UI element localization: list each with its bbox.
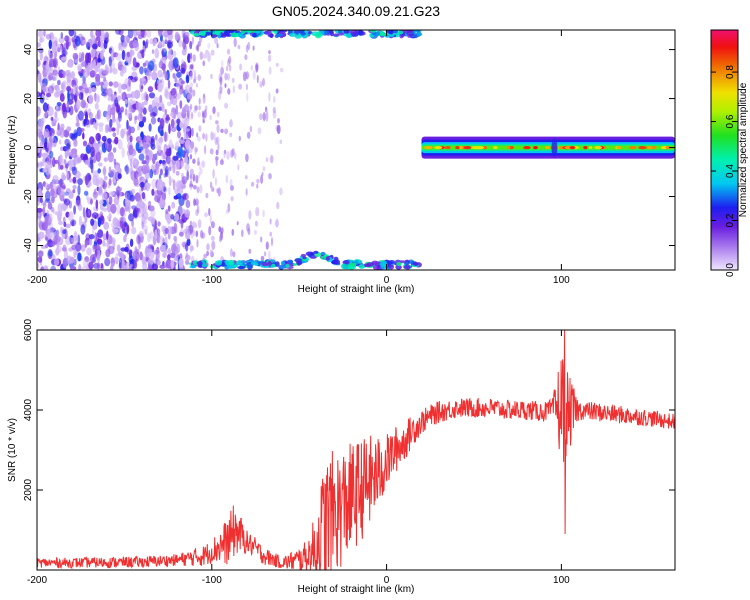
x-tick-label: -100 — [202, 575, 222, 586]
y-tick-label: -40 — [23, 238, 34, 253]
colorbar-axis: 0.0 0.2 0.4 0.6 0.8 — [711, 65, 738, 277]
x-tick-label: 0 — [384, 575, 390, 586]
x-tick-label: 0 — [384, 275, 390, 286]
x-tick-label: -100 — [202, 275, 222, 286]
x-tick-label: -200 — [27, 575, 47, 586]
colorbar-label: Normalized spectral amplitude — [738, 82, 749, 217]
colorbar — [711, 30, 738, 270]
y-tick-label: 0 — [23, 144, 34, 150]
y-tick-label: 2000 — [23, 478, 34, 501]
colorbar-tick-label: 0.6 — [725, 114, 736, 128]
y-tick-label: 20 — [23, 93, 34, 105]
spectrogram-frame — [36, 29, 676, 271]
top-y-axis-label: Frequency (Hz) — [7, 116, 18, 185]
x-tick-label: 100 — [553, 275, 570, 286]
bottom-y-axis-label: SNR (10 * v/v) — [7, 418, 18, 482]
colorbar-tick-label: 0.0 — [725, 263, 736, 277]
y-tick-label: 4000 — [23, 398, 34, 421]
x-tick-label: 100 — [553, 575, 570, 586]
snr-series-line — [37, 330, 675, 570]
top-x-axis-label: Height of straight line (km) — [298, 284, 415, 295]
colorbar-tick-label: 0.8 — [725, 65, 736, 79]
colorbar-tick-label: 0.4 — [725, 164, 736, 178]
top-x-axis: -200 -100 0 100 — [27, 30, 570, 286]
y-tick-label: -20 — [23, 189, 34, 204]
bottom-y-axis: 2000 4000 6000 — [23, 318, 675, 501]
bottom-x-axis-label: Height of straight line (km) — [298, 584, 415, 595]
top-y-axis: -40 -20 0 20 40 — [23, 44, 675, 253]
y-tick-label: 40 — [23, 44, 34, 56]
snr-frame — [36, 329, 676, 571]
colorbar-frame — [710, 29, 739, 271]
colorbar-tick-label: 0.2 — [725, 213, 736, 227]
spectrogram-image — [37, 30, 675, 270]
snr-plot-area — [37, 330, 675, 570]
x-tick-label: -200 — [27, 275, 47, 286]
y-tick-label: 6000 — [23, 318, 34, 341]
snr-panel: -200 -100 0 100 2000 4000 6000 Height of stra… — [7, 318, 676, 595]
bottom-x-axis: -200 -100 0 100 — [27, 330, 570, 586]
chart-title: GN05.2024.340.09.21.G23 — [272, 3, 440, 19]
